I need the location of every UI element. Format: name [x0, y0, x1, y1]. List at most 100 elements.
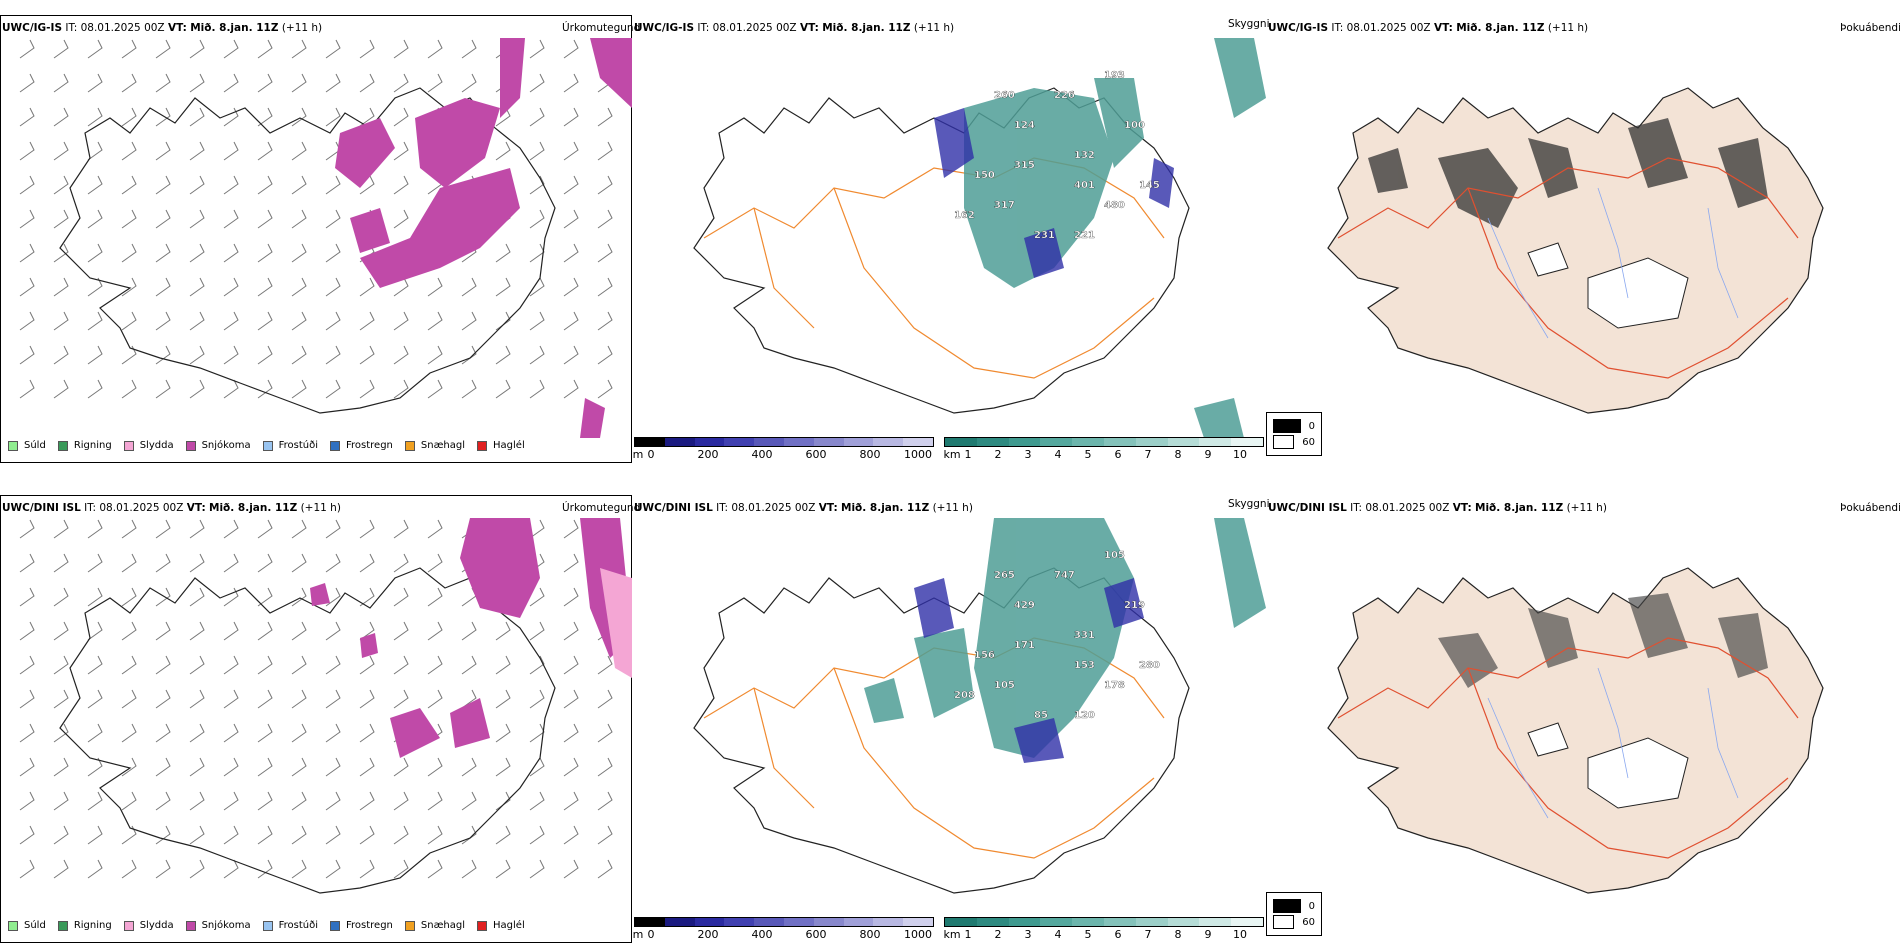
wind-barb [563, 757, 579, 777]
legend-item-snaehagl: Snæhagl [404, 440, 465, 451]
precip-header: UWC/DINI ISL IT: 08.01.2025 00Z VT: Mið.… [2, 502, 341, 514]
wind-barb [19, 757, 35, 777]
model-name: UWC/DINI ISL [1268, 502, 1347, 514]
fog-key-swatch [1273, 915, 1295, 929]
vt-value: Mið. 8.jan. 11Z [841, 502, 930, 514]
wind-barb [53, 587, 69, 607]
vt-label: VT: [1433, 22, 1453, 34]
wind-barb [121, 553, 137, 573]
wind-barb [223, 791, 239, 811]
wind-barb [563, 175, 579, 195]
cb-tick: 1000 [904, 448, 932, 461]
cb-swatch [843, 438, 874, 446]
cloudbase-label: 105 [994, 680, 1015, 691]
wind-barb [563, 519, 579, 539]
wind-barb [223, 141, 239, 161]
wind-barb [189, 587, 205, 607]
wind-barb [359, 519, 375, 539]
fog-key-label: 0 [1308, 420, 1315, 432]
wind-barb [529, 345, 545, 365]
it-value: 08.01.2025 00Z [712, 22, 797, 34]
wind-barb [291, 825, 307, 845]
wind-barb [19, 825, 35, 845]
wind-barb [529, 39, 545, 59]
wind-barb [393, 345, 409, 365]
wind-barb [53, 107, 69, 127]
cloudbase-label: 280 [1139, 660, 1160, 671]
wind-barb [223, 73, 239, 93]
wind-barb [393, 655, 409, 675]
wind-barb [155, 209, 171, 229]
wind-barb [155, 379, 171, 399]
wind-barb [529, 621, 545, 641]
wind-barb [563, 655, 579, 675]
wind-barb [529, 655, 545, 675]
legend-label: Slydda [139, 440, 174, 451]
wind-barb [257, 621, 273, 641]
vis-tick: 1 [964, 448, 972, 461]
cb-swatch [664, 918, 695, 926]
legend-item-frostudi: Frostúði [262, 440, 318, 451]
vis-swatch [1072, 918, 1104, 926]
wind-barb [393, 553, 409, 573]
wind-barb [87, 791, 103, 811]
wind-barb [495, 825, 511, 845]
cb-swatch [783, 918, 814, 926]
wind-barb [121, 655, 137, 675]
wind-barb [563, 311, 579, 331]
wind-barb [495, 757, 511, 777]
wind-barb [597, 859, 613, 879]
wind-barb [189, 791, 205, 811]
wind-barb [155, 825, 171, 845]
wind-barb [19, 209, 35, 229]
wind-barb [529, 73, 545, 93]
wind-barb [189, 175, 205, 195]
wind-barb [223, 553, 239, 573]
wind-barb [291, 655, 307, 675]
wind-barb [529, 587, 545, 607]
row-2: UWC/DINI ISL IT: 08.01.2025 00Z VT: Mið.… [0, 480, 1900, 950]
wind-barb [189, 107, 205, 127]
wind-barb [155, 519, 171, 539]
wind-barb [461, 825, 477, 845]
wind-barb [427, 73, 443, 93]
fog-map [1327, 87, 1824, 414]
wind-barb [87, 379, 103, 399]
vt-value: Mið. 8.jan. 11Z [209, 502, 298, 514]
it-value: 08.01.2025 00Z [80, 22, 165, 34]
wind-barb [461, 73, 477, 93]
wind-barb [359, 859, 375, 879]
wind-barb [427, 621, 443, 641]
wind-barb [223, 311, 239, 331]
wind-barb [597, 655, 613, 675]
cb-swatch [843, 918, 874, 926]
wind-barb [257, 209, 273, 229]
fog-header: UWC/DINI ISL IT: 08.01.2025 00Z VT: Mið.… [1268, 502, 1607, 514]
cloudbase-label: 480 [1104, 200, 1125, 211]
wind-barb [223, 243, 239, 263]
it-label: IT: [65, 22, 78, 34]
cb-swatch [635, 438, 665, 446]
vt-value: Mið. 8.jan. 11Z [822, 22, 911, 34]
wind-barb [189, 311, 205, 331]
legend-swatch [330, 920, 340, 931]
wind-barb [257, 39, 273, 59]
cloudbase-ticks: m 0 200 400 600 800 1000 [633, 447, 934, 461]
wind-barb [155, 39, 171, 59]
wind-barb [529, 175, 545, 195]
vis-swatch [1231, 438, 1263, 446]
vis-tick: 4 [1054, 448, 1062, 461]
wind-barb [461, 757, 477, 777]
vis-swatch [1167, 918, 1200, 926]
wind-barb [87, 621, 103, 641]
wind-barb [325, 587, 341, 607]
cloudbase-label: 105 [1104, 550, 1125, 561]
fog-key-item-60: 60 [1273, 435, 1315, 449]
wind-barb [563, 689, 579, 709]
vis-swatch [1072, 438, 1104, 446]
it-value: 08.01.2025 00Z [1365, 502, 1450, 514]
vis-title: Skyggni [1228, 18, 1270, 30]
wind-barb [223, 379, 239, 399]
wind-barb [189, 519, 205, 539]
cloudbase-fields [934, 108, 1174, 278]
